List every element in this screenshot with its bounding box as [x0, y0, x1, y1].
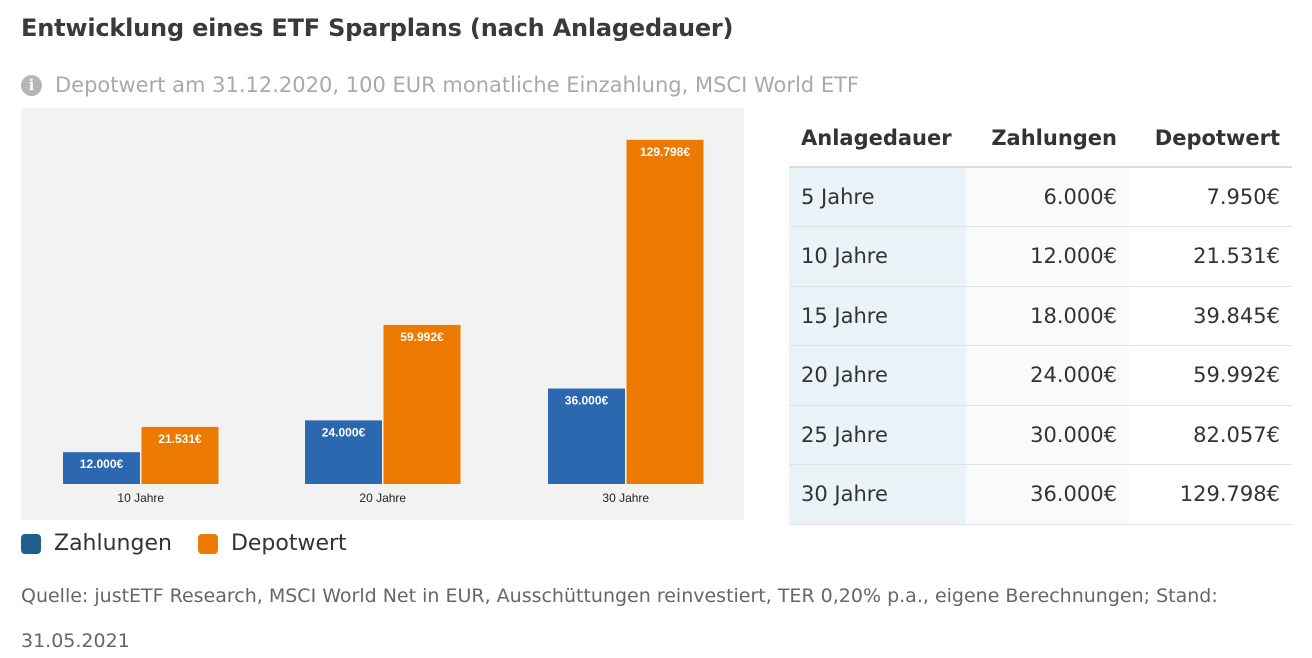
legend-label-depotwert: Depotwert	[230, 531, 347, 556]
chart-subtitle: i Depotwert am 31.12.2020, 100 EUR monat…	[21, 73, 859, 97]
data-label-depotwert-3: 129.798€	[640, 145, 690, 159]
table-cell-anlagedauer: 25 Jahre	[789, 405, 966, 465]
bar-depotwert-3[interactable]	[626, 139, 704, 485]
table-row: 20 Jahre 24.000€ 59.992€	[789, 345, 1292, 406]
table-row: 25 Jahre 30.000€ 82.057€	[789, 405, 1292, 465]
data-label-zahlungen-2: 24.000€	[322, 425, 366, 439]
legend-item-depotwert[interactable]: Depotwert	[197, 531, 347, 556]
table-cell-zahlungen: 36.000€	[966, 464, 1129, 525]
table-cell-anlagedauer: 10 Jahre	[789, 226, 966, 287]
bar-chart-svg: 12.000€ 21.531€ 10 Jahre 24.000€ 59.992€ 20 J…	[63, 139, 704, 505]
info-icon: i	[21, 74, 42, 96]
table-header-depotwert: Depotwert	[1129, 110, 1292, 168]
table-cell-anlagedauer: 30 Jahre	[789, 464, 966, 525]
legend-swatch-zahlungen	[21, 533, 41, 554]
table-cell-depotwert: 59.992€	[1129, 345, 1292, 406]
table-row: 10 Jahre 12.000€ 21.531€	[789, 226, 1292, 287]
table-cell-depotwert: 129.798€	[1129, 464, 1292, 525]
data-label-zahlungen-1: 12.000€	[80, 457, 124, 471]
table-cell-zahlungen: 24.000€	[966, 345, 1129, 406]
legend-item-zahlungen[interactable]: Zahlungen	[21, 531, 172, 556]
data-label-depotwert-1: 21.531€	[158, 432, 202, 446]
data-table: Anlagedauer Zahlungen Depotwert 5 Jahre …	[789, 110, 1292, 525]
bar-zahlungen-1[interactable]	[63, 452, 140, 484]
x-tick-label-2: 20 Jahre	[359, 491, 406, 505]
table-header-row: Anlagedauer Zahlungen Depotwert	[789, 110, 1292, 168]
legend-label-zahlungen: Zahlungen	[54, 531, 172, 556]
data-label-zahlungen-3: 36.000€	[565, 394, 609, 408]
table-cell-anlagedauer: 20 Jahre	[789, 345, 966, 406]
table-cell-depotwert: 82.057€	[1129, 405, 1292, 465]
bar-depotwert-1[interactable]	[141, 426, 219, 484]
table-cell-zahlungen: 18.000€	[966, 286, 1129, 346]
table-cell-depotwert: 21.531€	[1129, 226, 1292, 287]
x-tick-label-1: 10 Jahre	[117, 491, 164, 505]
chart-title: Entwicklung eines ETF Sparplans (nach An…	[21, 14, 734, 42]
table-cell-zahlungen: 6.000€	[966, 167, 1129, 227]
x-tick-label-3: 30 Jahre	[602, 491, 649, 505]
source-note: Quelle: justETF Research, MSCI World Net…	[21, 585, 1218, 652]
table-row: 5 Jahre 6.000€ 7.950€	[789, 167, 1292, 227]
table-header-zahlungen: Zahlungen	[966, 110, 1129, 168]
bar-zahlungen-2[interactable]	[305, 420, 382, 484]
subtitle-text: Depotwert am 31.12.2020, 100 EUR monatli…	[55, 73, 859, 97]
data-label-depotwert-2: 59.992€	[400, 330, 444, 344]
chart-legend: Zahlungen Depotwert	[21, 531, 373, 556]
table-cell-zahlungen: 30.000€	[966, 405, 1129, 465]
table-row: 15 Jahre 18.000€ 39.845€	[789, 286, 1292, 346]
table-cell-anlagedauer: 5 Jahre	[789, 167, 966, 227]
table-cell-depotwert: 7.950€	[1129, 167, 1292, 227]
legend-swatch-depotwert	[197, 533, 218, 554]
bar-depotwert-2[interactable]	[383, 324, 461, 484]
table-header-anlagedauer: Anlagedauer	[789, 110, 966, 168]
bar-zahlungen-3[interactable]	[548, 388, 625, 484]
table-row: 30 Jahre 36.000€ 129.798€	[789, 464, 1292, 525]
table-cell-depotwert: 39.845€	[1129, 286, 1292, 346]
bar-chart: 12.000€ 21.531€ 10 Jahre 24.000€ 59.992€ 20 J…	[21, 108, 744, 520]
table-cell-anlagedauer: 15 Jahre	[789, 286, 966, 346]
table-cell-zahlungen: 12.000€	[966, 226, 1129, 287]
